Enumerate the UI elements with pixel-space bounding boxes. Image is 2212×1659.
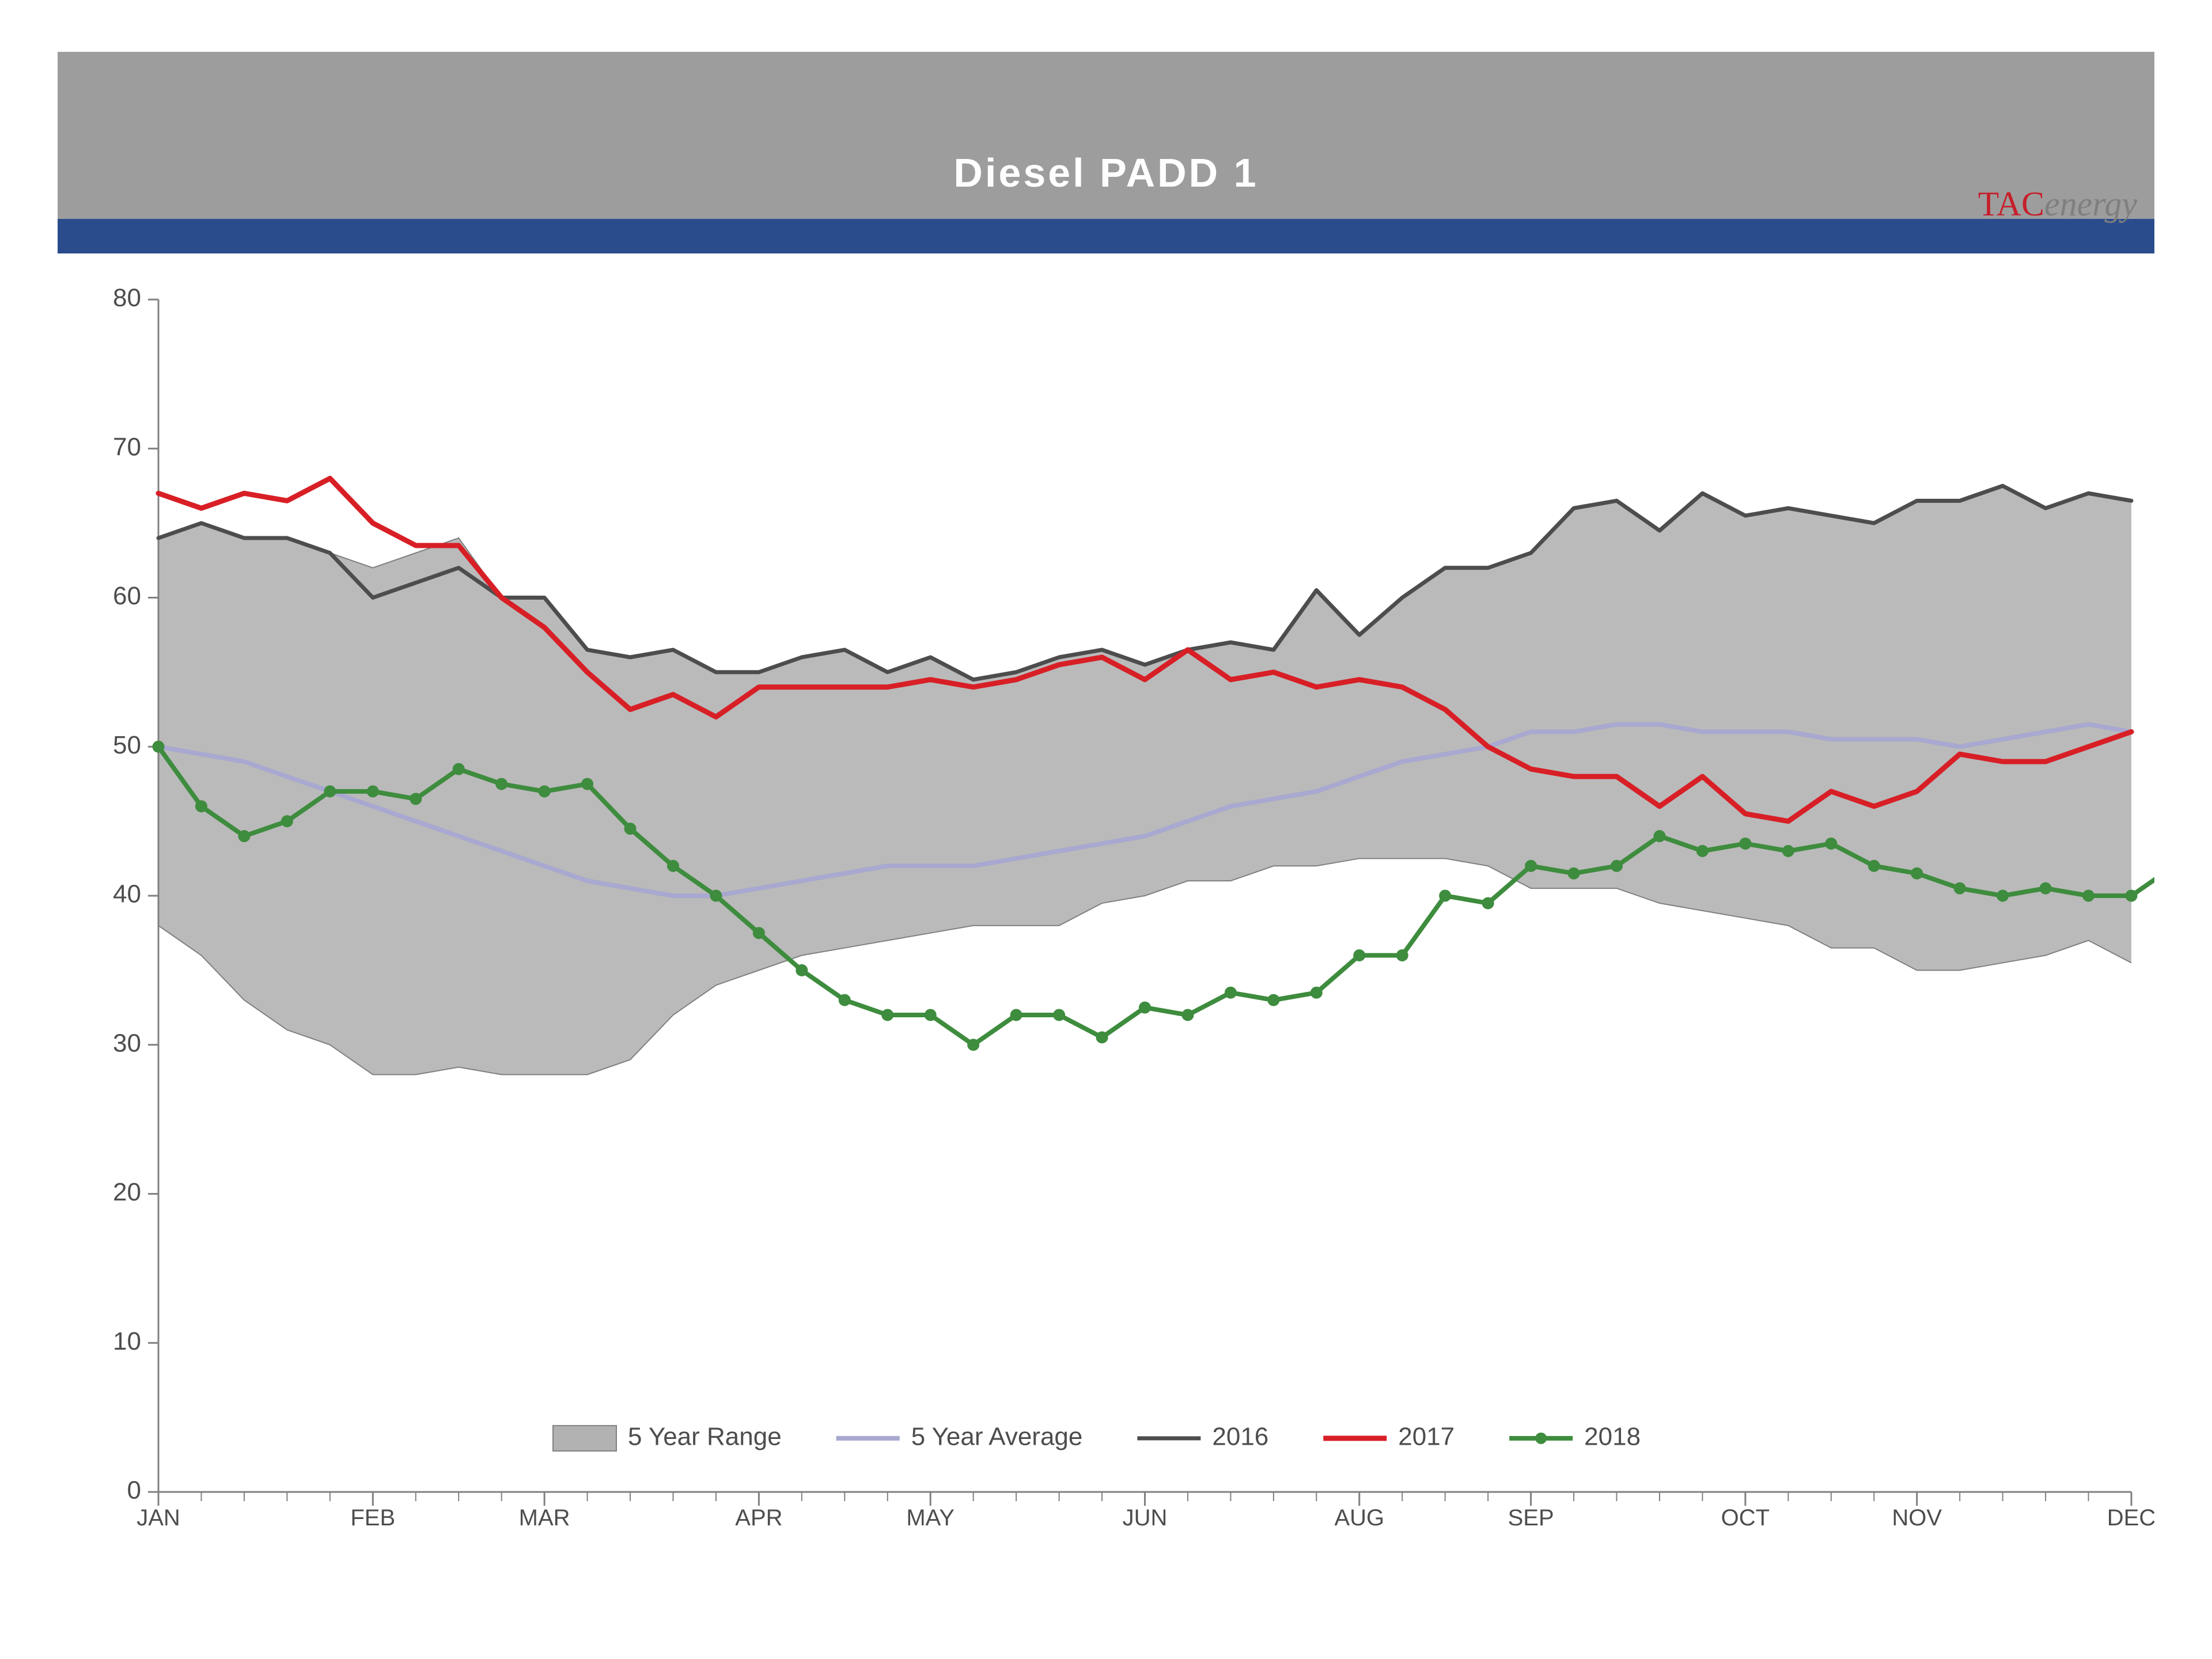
- xtick-label: MAR: [519, 1505, 570, 1531]
- ytick-label: 10: [113, 1327, 141, 1355]
- xtick-label: MAY: [906, 1505, 955, 1531]
- xtick-label: NOV: [1892, 1505, 1942, 1531]
- xtick-label: JUN: [1123, 1505, 1168, 1531]
- header-blue-bar: [58, 219, 2154, 253]
- xtick-label: JAN: [137, 1505, 180, 1531]
- chart-title: Diesel PADD 1: [58, 52, 2154, 196]
- legend-item-range: 5 Year Range: [628, 1422, 782, 1450]
- chart-plot-area: 0 10 20 30 40 50 60 70 80 JAN FEB MAR APR MAY JUN AUG SE…: [58, 276, 2154, 1607]
- ytick-label: 80: [113, 284, 141, 312]
- chart-frame: Diesel PADD 1 TACenergy 0 10 20 30 40 50 60 70 8…: [58, 52, 2154, 1607]
- xtick-label: SEP: [1508, 1505, 1554, 1531]
- legend-item-2018: 2018: [1584, 1422, 1641, 1450]
- tac-energy-logo: TACenergy: [1978, 184, 2137, 224]
- chart-svg: 0 10 20 30 40 50 60 70 80 JAN FEB MAR APR MAY JUN AUG SE…: [58, 276, 2154, 1607]
- legend-item-2016: 2016: [1212, 1422, 1268, 1450]
- xtick-label: OCT: [1721, 1505, 1770, 1531]
- logo-red: TAC: [1978, 185, 2044, 223]
- ytick-label: 0: [127, 1476, 141, 1505]
- ytick-label: 40: [113, 880, 141, 908]
- ytick-label: 70: [113, 433, 141, 461]
- ytick-label: 60: [113, 582, 141, 610]
- chart-header: Diesel PADD 1: [58, 52, 2154, 219]
- xtick-label: FEB: [350, 1505, 395, 1531]
- ytick-label: 50: [113, 731, 141, 759]
- ytick-label: 20: [113, 1178, 141, 1206]
- legend-item-5-year-average: 5 Year Average: [911, 1422, 1083, 1450]
- legend-item-2017: 2017: [1398, 1422, 1455, 1450]
- xtick-label: DEC: [2107, 1505, 2154, 1531]
- ytick-label: 30: [113, 1029, 141, 1057]
- logo-gray: energy: [2044, 185, 2137, 223]
- xtick-label: AUG: [1334, 1505, 1384, 1531]
- xtick-label: APR: [735, 1505, 782, 1531]
